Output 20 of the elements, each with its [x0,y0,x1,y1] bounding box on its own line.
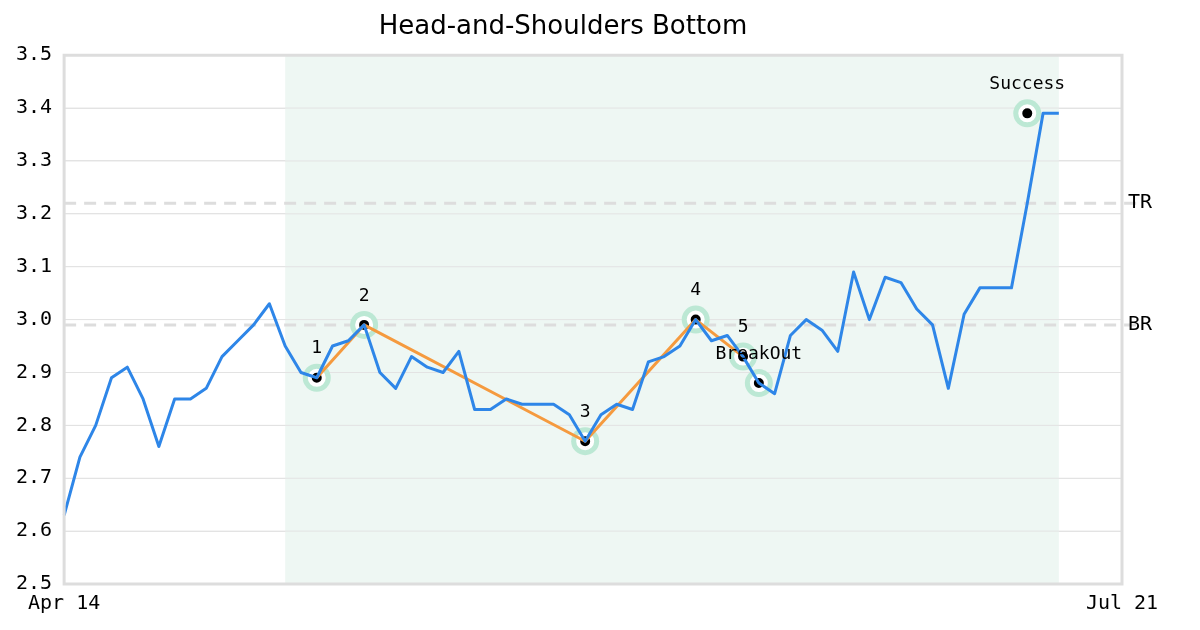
y-tick-label: 3.2 [16,200,53,225]
annotation: 4 [690,278,702,300]
y-tick-label: 2.9 [16,358,53,383]
chart-title: Head-and-Shoulders Bottom [378,10,748,41]
ref-line-label: TR [1128,189,1154,214]
y-tick-label: 3.0 [16,305,53,330]
y-tick-label: 3.1 [16,252,53,277]
y-tick-label: 3.5 [16,41,53,66]
annotation: Success [989,72,1066,94]
y-tick-label: 2.8 [16,411,53,436]
annotation: 2 [358,283,370,305]
y-tick-label: 3.4 [16,94,53,119]
annotation: 1 [311,336,323,358]
y-tick-label: 2.6 [16,517,53,542]
annotation: 3 [579,399,591,421]
y-tick-label: 2.7 [16,464,53,489]
annotation: 5 [737,315,749,337]
y-tick-label: 3.3 [16,147,53,172]
ref-line-label: BR [1128,311,1154,336]
x-tick-label: Jul 21 [1085,590,1159,615]
